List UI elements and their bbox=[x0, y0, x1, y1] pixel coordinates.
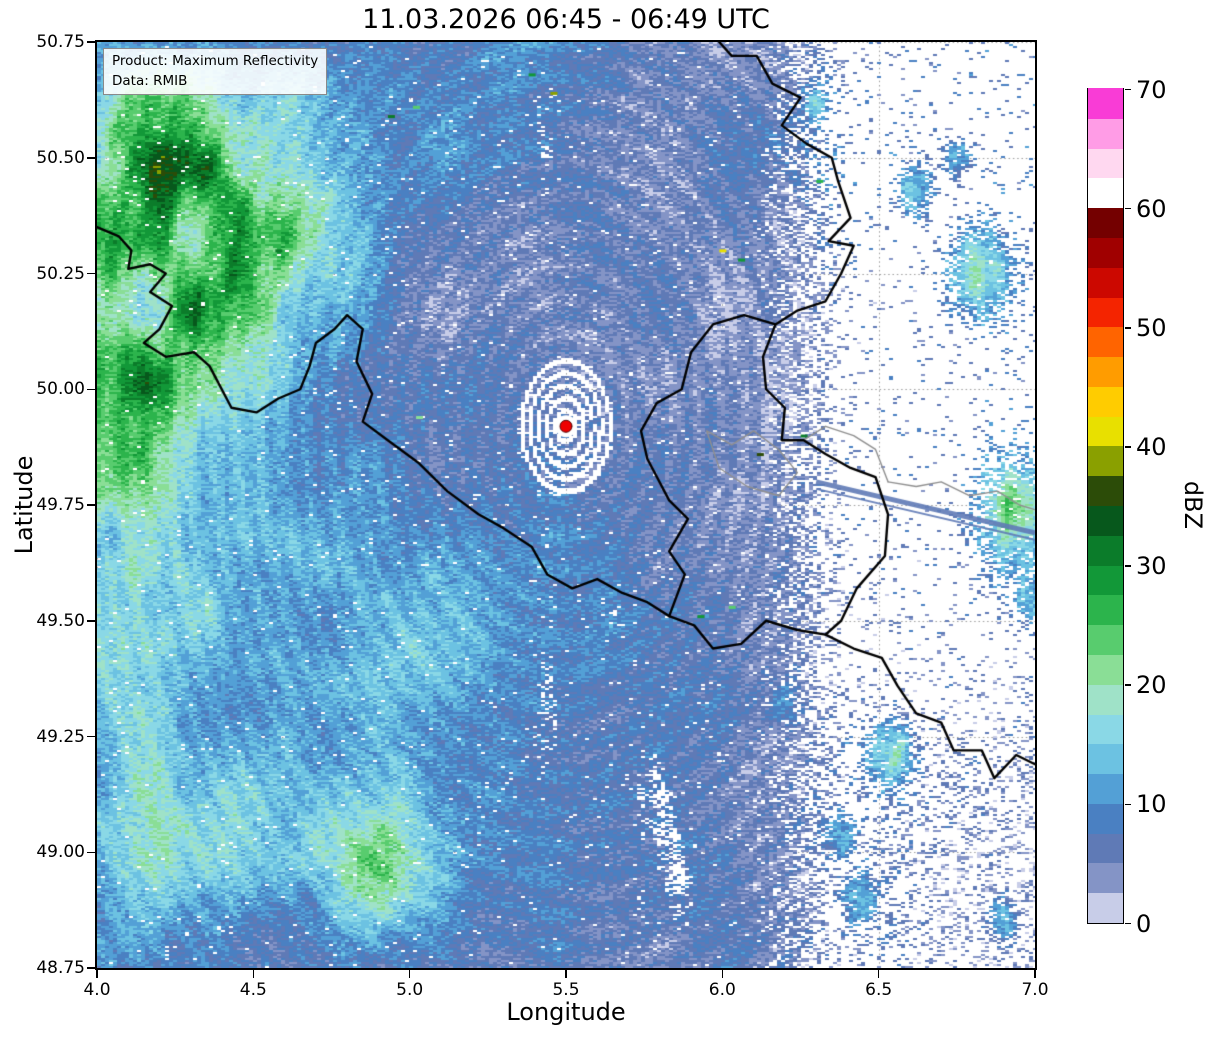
colorbar-tick-mark bbox=[1125, 803, 1131, 806]
colorbar bbox=[1087, 88, 1124, 924]
colorbar-band bbox=[1088, 684, 1123, 715]
x-tick-label: 4.0 bbox=[83, 980, 111, 1000]
colorbar-band bbox=[1088, 743, 1123, 775]
colorbar-tick-mark bbox=[1125, 565, 1131, 567]
colorbar-band bbox=[1088, 862, 1123, 894]
colorbar-tick-mark bbox=[1125, 207, 1131, 210]
y-tick-label: 49.25 bbox=[36, 726, 85, 747]
colorbar-band bbox=[1088, 386, 1123, 417]
x-tick-label: 5.0 bbox=[396, 980, 424, 1000]
colorbar-tick-label: 20 bbox=[1136, 671, 1167, 700]
y-tick-label: 50.00 bbox=[36, 379, 85, 400]
x-tick-label: 7.0 bbox=[1021, 980, 1049, 1000]
colorbar-tick-label: 0 bbox=[1136, 909, 1152, 938]
data-source-label: Data: RMIB bbox=[112, 72, 188, 89]
y-tick-mark bbox=[87, 620, 95, 622]
x-tick-label: 4.5 bbox=[239, 980, 267, 1000]
colorbar-band bbox=[1088, 147, 1123, 179]
colorbar-band bbox=[1088, 118, 1123, 149]
figure-title: 11.03.2026 06:45 - 06:49 UTC bbox=[362, 4, 770, 35]
colorbar-tick-label: 10 bbox=[1136, 790, 1167, 819]
colorbar-band bbox=[1088, 713, 1123, 745]
colorbar-tick-mark bbox=[1125, 88, 1131, 91]
colorbar-tick-mark bbox=[1125, 684, 1131, 686]
colorbar-band bbox=[1088, 624, 1123, 655]
colorbar-tick-label: 60 bbox=[1136, 194, 1167, 223]
colorbar-band bbox=[1088, 654, 1123, 685]
y-tick-mark bbox=[87, 851, 95, 853]
colorbar-band bbox=[1088, 773, 1123, 804]
colorbar-band bbox=[1088, 892, 1123, 923]
x-tick-mark bbox=[96, 970, 98, 978]
y-tick-mark bbox=[87, 157, 95, 159]
colorbar-band bbox=[1088, 475, 1123, 506]
colorbar-tick-mark bbox=[1125, 327, 1131, 329]
y-tick-mark bbox=[87, 967, 95, 969]
x-tick-label: 5.5 bbox=[552, 980, 580, 1000]
colorbar-tick-mark bbox=[1125, 922, 1131, 925]
colorbar-tick-label: 50 bbox=[1136, 313, 1167, 342]
x-tick-mark bbox=[408, 970, 411, 978]
colorbar-band bbox=[1088, 535, 1123, 566]
colorbar-band bbox=[1088, 207, 1123, 238]
y-tick-mark bbox=[87, 388, 95, 390]
colorbar-tick-label: 30 bbox=[1136, 552, 1167, 581]
colorbar-band bbox=[1088, 356, 1123, 387]
colorbar-band bbox=[1088, 177, 1123, 209]
y-tick-label: 48.75 bbox=[36, 958, 85, 978]
x-tick-mark bbox=[877, 970, 880, 978]
y-tick-label: 50.25 bbox=[36, 263, 85, 284]
x-tick-mark bbox=[721, 970, 724, 978]
colorbar-band bbox=[1088, 833, 1123, 864]
y-tick-mark bbox=[87, 272, 95, 275]
colorbar-band bbox=[1088, 564, 1123, 596]
plot-frame bbox=[95, 40, 1037, 970]
colorbar-band bbox=[1088, 803, 1123, 834]
colorbar-tick-mark bbox=[1125, 446, 1131, 448]
y-tick-mark bbox=[87, 41, 95, 43]
x-tick-label: 6.0 bbox=[708, 980, 736, 1000]
colorbar-tick-label: 70 bbox=[1136, 75, 1167, 104]
colorbar-band bbox=[1088, 594, 1123, 626]
x-tick-mark bbox=[1034, 970, 1036, 978]
product-label: Product: Maximum Reflectivity bbox=[112, 53, 319, 69]
y-tick-label: 50.75 bbox=[36, 32, 85, 52]
colorbar-band bbox=[1088, 445, 1123, 477]
x-tick-label: 6.5 bbox=[865, 980, 893, 1000]
colorbar-band bbox=[1088, 267, 1123, 298]
y-axis-label: Latitude bbox=[10, 455, 38, 555]
y-tick-label: 49.00 bbox=[36, 842, 85, 863]
info-box: Product: Maximum Reflectivity Data: RMIB bbox=[103, 48, 328, 96]
radar-field-canvas bbox=[97, 42, 1035, 968]
colorbar-band bbox=[1088, 237, 1123, 268]
colorbar-tick-label: 40 bbox=[1136, 432, 1167, 461]
y-tick-mark bbox=[87, 504, 95, 506]
y-tick-mark bbox=[87, 735, 95, 738]
colorbar-band bbox=[1088, 416, 1123, 447]
x-tick-mark bbox=[252, 970, 255, 978]
colorbar-label: dBZ bbox=[1179, 480, 1207, 530]
colorbar-band bbox=[1088, 505, 1123, 536]
colorbar-band bbox=[1088, 296, 1123, 328]
colorbar-band bbox=[1088, 88, 1123, 119]
colorbar-band bbox=[1088, 326, 1123, 358]
y-tick-label: 49.50 bbox=[36, 610, 85, 631]
y-tick-label: 50.50 bbox=[36, 147, 85, 168]
x-axis-label: Longitude bbox=[506, 998, 626, 1026]
y-tick-label: 49.75 bbox=[36, 495, 85, 515]
x-tick-mark bbox=[565, 970, 567, 978]
